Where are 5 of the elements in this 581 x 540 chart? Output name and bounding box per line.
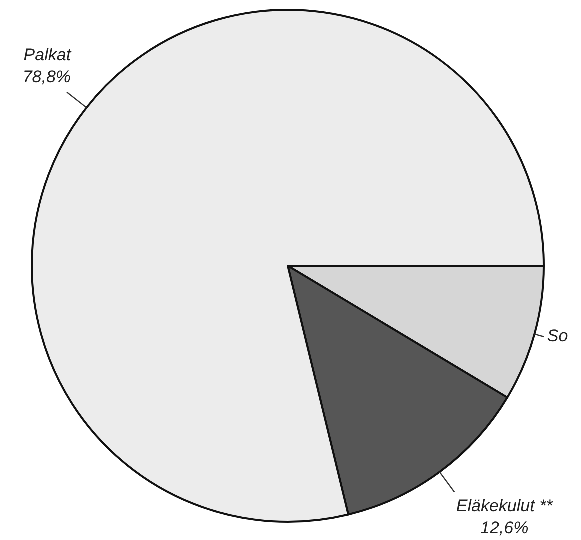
data-label: 78,8% <box>22 68 72 87</box>
data-label: 12,6% <box>480 518 529 538</box>
slice-label: Eläkekulut ** <box>456 496 554 516</box>
slice-label: Palkat <box>24 46 72 65</box>
slice-label: So <box>547 326 568 346</box>
